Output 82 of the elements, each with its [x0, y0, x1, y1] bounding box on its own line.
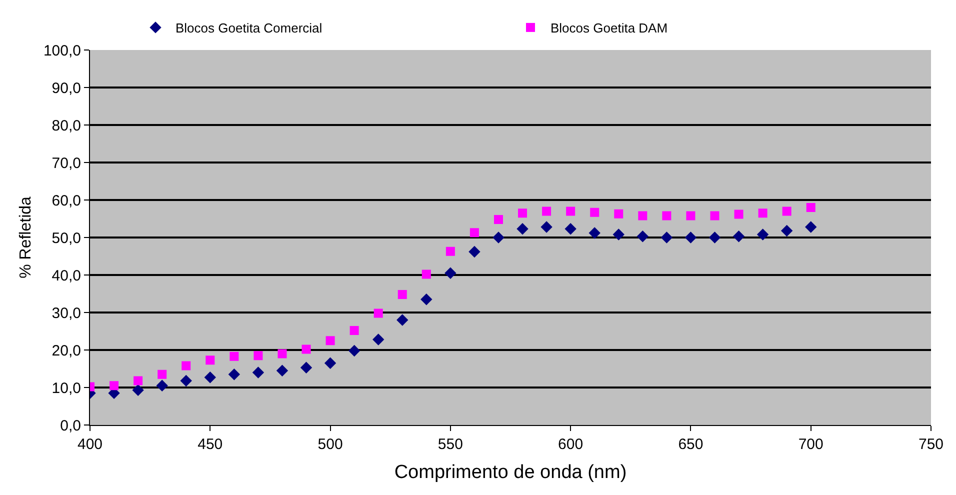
point	[446, 246, 455, 256]
point	[636, 230, 649, 242]
point	[660, 232, 673, 244]
x-tick-label: 650	[678, 436, 704, 453]
x-tick-label: 750	[918, 436, 944, 453]
point	[566, 206, 576, 216]
point	[158, 370, 167, 379]
point	[494, 215, 503, 224]
point	[518, 208, 528, 218]
x-tick-label: 700	[798, 436, 824, 453]
point	[468, 246, 480, 258]
point	[805, 221, 817, 233]
x-axis-title: Comprimento de onda (nm)	[394, 462, 627, 483]
y-tick-label: 100,0	[43, 42, 81, 60]
point	[564, 223, 576, 235]
point	[542, 206, 552, 216]
x-tick-label: 400	[77, 436, 103, 453]
point	[396, 314, 408, 326]
point	[350, 326, 359, 335]
point	[374, 308, 383, 318]
point	[806, 203, 816, 212]
point	[278, 349, 287, 358]
point	[516, 223, 528, 235]
point	[302, 344, 311, 354]
point	[588, 227, 600, 239]
point	[422, 270, 431, 279]
y-tick-label: 20,0	[52, 342, 81, 360]
x-tick-label: 500	[318, 436, 343, 453]
y-tick-label: 30,0	[52, 304, 81, 322]
point	[686, 211, 696, 220]
point	[254, 351, 263, 360]
point	[206, 356, 215, 365]
y-tick-label: 60,0	[52, 192, 81, 210]
point	[638, 211, 648, 220]
point	[734, 210, 744, 219]
point	[324, 357, 336, 369]
x-tick-label: 450	[198, 436, 223, 453]
point	[732, 230, 745, 242]
point	[156, 380, 168, 392]
point	[300, 362, 312, 374]
point	[612, 228, 624, 240]
point	[756, 228, 769, 240]
point	[180, 374, 192, 387]
point	[710, 211, 720, 220]
point	[662, 211, 672, 220]
point	[590, 208, 600, 217]
y-axis-title: % Refletida	[17, 196, 34, 278]
point	[398, 290, 407, 299]
y-tick-label: 10,0	[52, 380, 81, 397]
point	[134, 376, 143, 386]
y-tick-label: 50,0	[52, 230, 81, 247]
y-tick-label: 0,0	[60, 417, 81, 434]
point	[348, 344, 360, 357]
y-tick-label: 80,0	[52, 117, 81, 134]
point	[758, 208, 768, 218]
point	[782, 206, 792, 216]
point	[204, 372, 216, 384]
y-tick-label: 70,0	[52, 154, 81, 172]
point	[780, 224, 793, 237]
point	[110, 381, 119, 390]
y-tick-label: 90,0	[52, 80, 81, 97]
point	[540, 221, 552, 233]
point	[684, 232, 697, 244]
x-tick-label: 600	[558, 436, 584, 453]
y-tick-label: 40,0	[52, 267, 81, 284]
point	[470, 228, 479, 238]
point	[420, 294, 432, 306]
legend-label: Blocos Goetita Comercial	[176, 20, 322, 36]
point	[228, 368, 240, 380]
point	[372, 334, 384, 346]
point	[276, 364, 288, 376]
legend-label: Blocos Goetita DAM	[550, 20, 668, 36]
point	[182, 361, 191, 370]
point	[230, 352, 239, 361]
point	[132, 384, 144, 396]
x-tick-label: 550	[438, 436, 463, 453]
point	[444, 267, 456, 279]
point	[492, 232, 504, 244]
point	[326, 336, 335, 346]
point	[708, 232, 721, 244]
point	[614, 209, 624, 218]
point	[252, 366, 264, 378]
